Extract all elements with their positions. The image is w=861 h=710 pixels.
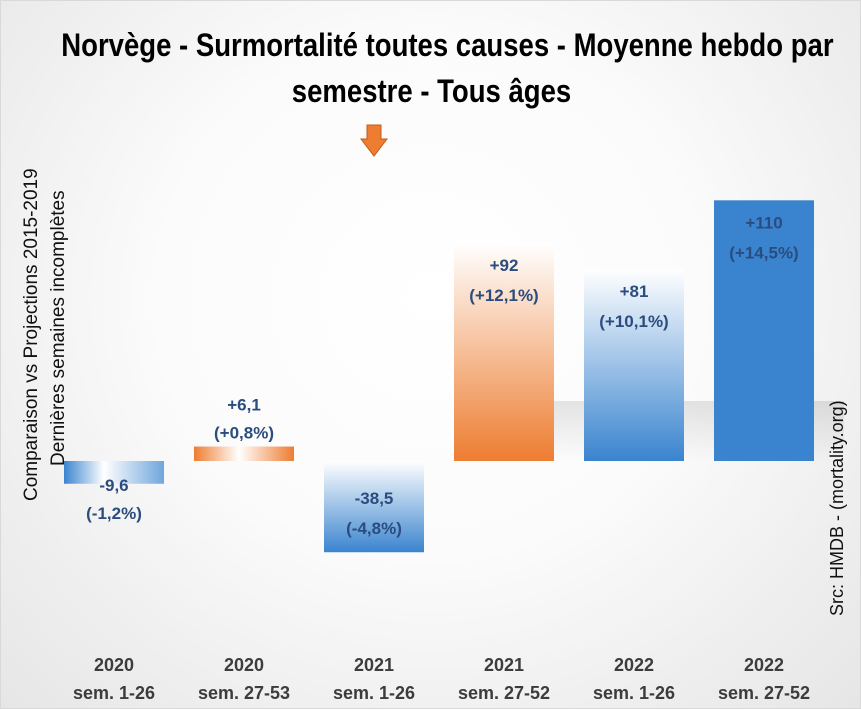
category-label-semester: sem. 1-26: [333, 683, 415, 703]
chart-title-line-1: Norvège - Surmortalité toutes causes - M…: [61, 27, 834, 63]
data-label-percent: (+14,5%): [729, 243, 798, 262]
category-label-year: 2020: [94, 655, 134, 675]
data-label-percent: (-4,8%): [346, 519, 402, 538]
category-label-year: 2022: [744, 655, 784, 675]
data-label-percent: (+0,8%): [214, 424, 274, 443]
category-label-year: 2021: [354, 655, 394, 675]
data-label-value: -38,5: [355, 489, 394, 508]
category-label-semester: sem. 27-52: [718, 683, 810, 703]
arrow-down-icon: [359, 124, 389, 157]
chart-title-line-2: semestre - Tous âges: [291, 73, 572, 109]
category-label-semester: sem. 27-53: [198, 683, 290, 703]
bar: [64, 461, 164, 484]
data-label-percent: (-1,2%): [86, 504, 142, 523]
bar: [584, 269, 684, 461]
category-label-semester: sem. 27-52: [458, 683, 550, 703]
category-label-year: 2020: [224, 655, 264, 675]
bar: [324, 461, 424, 553]
category-label-year: 2021: [484, 655, 524, 675]
data-label-value: -9,6: [99, 476, 128, 495]
data-label-percent: (+12,1%): [469, 286, 538, 305]
data-label-value: +92: [490, 256, 519, 275]
bar: [714, 200, 814, 462]
data-label-value: +110: [745, 213, 782, 232]
category-label-semester: sem. 1-26: [73, 683, 155, 703]
data-label-value: +81: [620, 282, 649, 301]
data-label-value: +6,1: [227, 396, 261, 415]
bar: [194, 446, 294, 461]
bar: [454, 242, 554, 461]
category-label-semester: sem. 1-26: [593, 683, 675, 703]
data-label-percent: (+10,1%): [599, 312, 668, 331]
category-label-year: 2022: [614, 655, 654, 675]
